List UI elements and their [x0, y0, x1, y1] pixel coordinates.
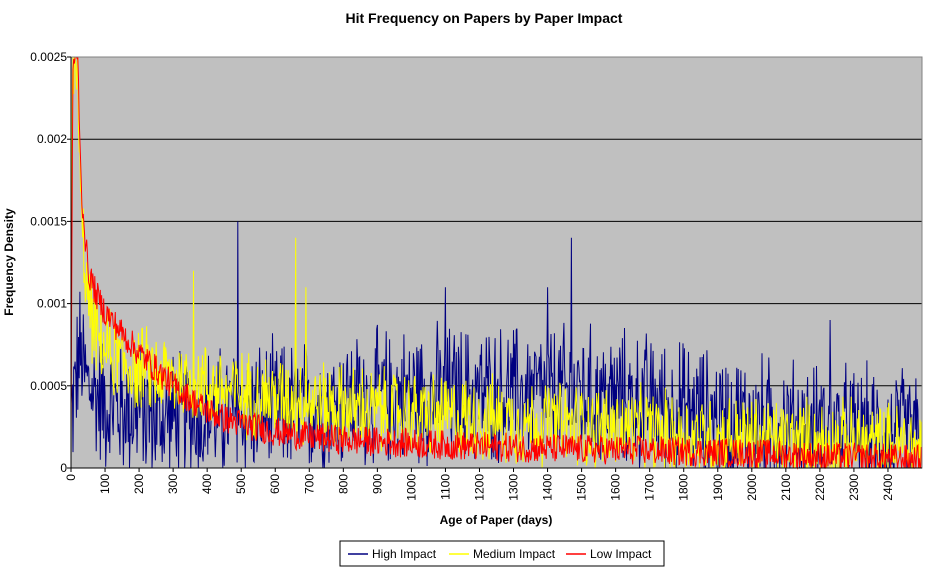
x-tick-label: 2200: [813, 474, 827, 501]
x-tick-label: 1700: [643, 474, 657, 501]
y-tick-label: 0.001: [37, 297, 67, 311]
x-tick-label: 1100: [438, 474, 452, 500]
x-tick-label: 300: [166, 474, 180, 494]
x-tick-label: 200: [132, 474, 146, 494]
x-tick-label: 100: [98, 474, 112, 494]
y-tick-label: 0.0005: [30, 379, 67, 393]
legend-label-medium-impact: Medium Impact: [473, 547, 556, 561]
x-tick-label: 0: [64, 474, 78, 481]
legend-box: [339, 540, 665, 567]
legend-label-low-impact: Low Impact: [590, 547, 652, 561]
x-tick-label: 600: [268, 474, 282, 494]
x-tick-label: 1800: [677, 474, 691, 501]
series-lines: [70, 56, 923, 470]
x-axis-title: Age of Paper (days): [440, 513, 553, 527]
x-tick-label: 1400: [541, 474, 555, 501]
x-tick-label: 400: [200, 474, 214, 494]
series-low-impact: [70, 56, 923, 470]
y-tick-label: 0: [60, 461, 67, 475]
y-tick-label: 0.002: [37, 132, 67, 146]
y-axis-title: Frequency Density: [2, 208, 16, 316]
x-tick-label: 800: [336, 474, 350, 494]
x-tick-label: 500: [234, 474, 248, 494]
legend-label-high-impact: High Impact: [372, 547, 437, 561]
x-tick-label: 1900: [711, 474, 725, 501]
y-tick-label: 0.0015: [30, 214, 67, 228]
x-tick-label: 2300: [847, 474, 861, 501]
x-tick-label: 2100: [779, 474, 793, 501]
x-tick-label: 1600: [609, 474, 623, 501]
y-axis-ticks: 0 0.0005 0.001 0.0015 0.002 0.0025: [30, 50, 71, 475]
x-tick-label: 1300: [507, 474, 521, 501]
chart-title: Hit Frequency on Papers by Paper Impact: [346, 10, 623, 26]
x-tick-label: 2400: [881, 474, 895, 501]
legend: High Impact Medium Impact Low Impact: [339, 540, 665, 567]
x-tick-label: 1200: [472, 474, 486, 501]
x-tick-label: 1000: [404, 474, 418, 501]
y-tick-label: 0.0025: [30, 50, 67, 64]
x-tick-label: 2000: [745, 474, 759, 501]
x-axis-ticks: 0 100 200 300 400 500 600 700 800 900 1000 1100 1200…: [64, 468, 895, 501]
x-tick-label: 900: [370, 474, 384, 494]
x-tick-label: 1500: [575, 474, 589, 501]
x-tick-label: 700: [302, 474, 316, 494]
